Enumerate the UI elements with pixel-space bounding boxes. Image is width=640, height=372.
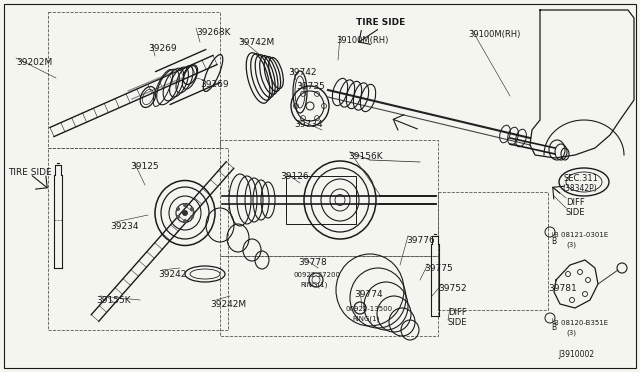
Text: 39776: 39776 [406,236,435,245]
Text: 39775: 39775 [424,264,452,273]
Ellipse shape [182,210,188,216]
Ellipse shape [176,215,180,219]
Text: 39752: 39752 [438,284,467,293]
Ellipse shape [190,207,194,211]
Text: SIDE: SIDE [566,208,586,217]
Text: J3910002: J3910002 [558,350,594,359]
Text: TIRE SIDE: TIRE SIDE [356,18,405,27]
Text: RING(1): RING(1) [300,282,328,289]
Bar [220,140,438,256]
Text: 39100M(RH): 39100M(RH) [336,36,388,45]
Ellipse shape [183,219,187,223]
Text: (3): (3) [566,330,576,337]
Text: 39100M(RH): 39100M(RH) [468,30,520,39]
Text: TIRE SIDE: TIRE SIDE [8,168,52,177]
Text: (3): (3) [566,242,576,248]
Text: 39269: 39269 [148,44,177,53]
Text: B: B [551,323,556,332]
Text: 00922-27200: 00922-27200 [294,272,341,278]
Text: 39774: 39774 [354,290,383,299]
Bar [286,176,356,224]
Text: B 08120-B351E: B 08120-B351E [554,320,608,326]
Bar [48,12,220,148]
Text: 39268K: 39268K [196,28,230,37]
Text: 39735: 39735 [296,82,324,91]
Text: DIFF: DIFF [566,198,585,207]
Text: SEC.311: SEC.311 [564,174,599,183]
Text: 39125: 39125 [130,162,159,171]
Ellipse shape [183,203,187,207]
Text: 39202M: 39202M [16,58,52,67]
Text: 39156K: 39156K [348,152,383,161]
Text: DIFF: DIFF [448,308,467,317]
Text: SIDE: SIDE [448,318,467,327]
Text: B: B [551,237,556,246]
Text: 39781: 39781 [548,284,577,293]
Text: 39778: 39778 [298,258,327,267]
Text: 00922-13500: 00922-13500 [346,306,393,312]
Bar [48,148,228,330]
Bar [220,256,438,336]
Bar [438,192,548,310]
Text: B 08121-0301E: B 08121-0301E [554,232,608,238]
Text: 39742: 39742 [288,68,317,77]
Text: 39126: 39126 [280,172,308,181]
Ellipse shape [190,215,194,219]
Ellipse shape [176,207,180,211]
Text: 39242M: 39242M [210,300,246,309]
Text: 39242: 39242 [158,270,186,279]
Text: RING(1): RING(1) [352,316,380,323]
Text: (38342P): (38342P) [562,184,596,193]
Text: 39234: 39234 [110,222,138,231]
Text: 39269: 39269 [200,80,228,89]
Text: 39155K: 39155K [96,296,131,305]
Text: 39742M: 39742M [238,38,275,47]
Text: 39734: 39734 [294,120,323,129]
